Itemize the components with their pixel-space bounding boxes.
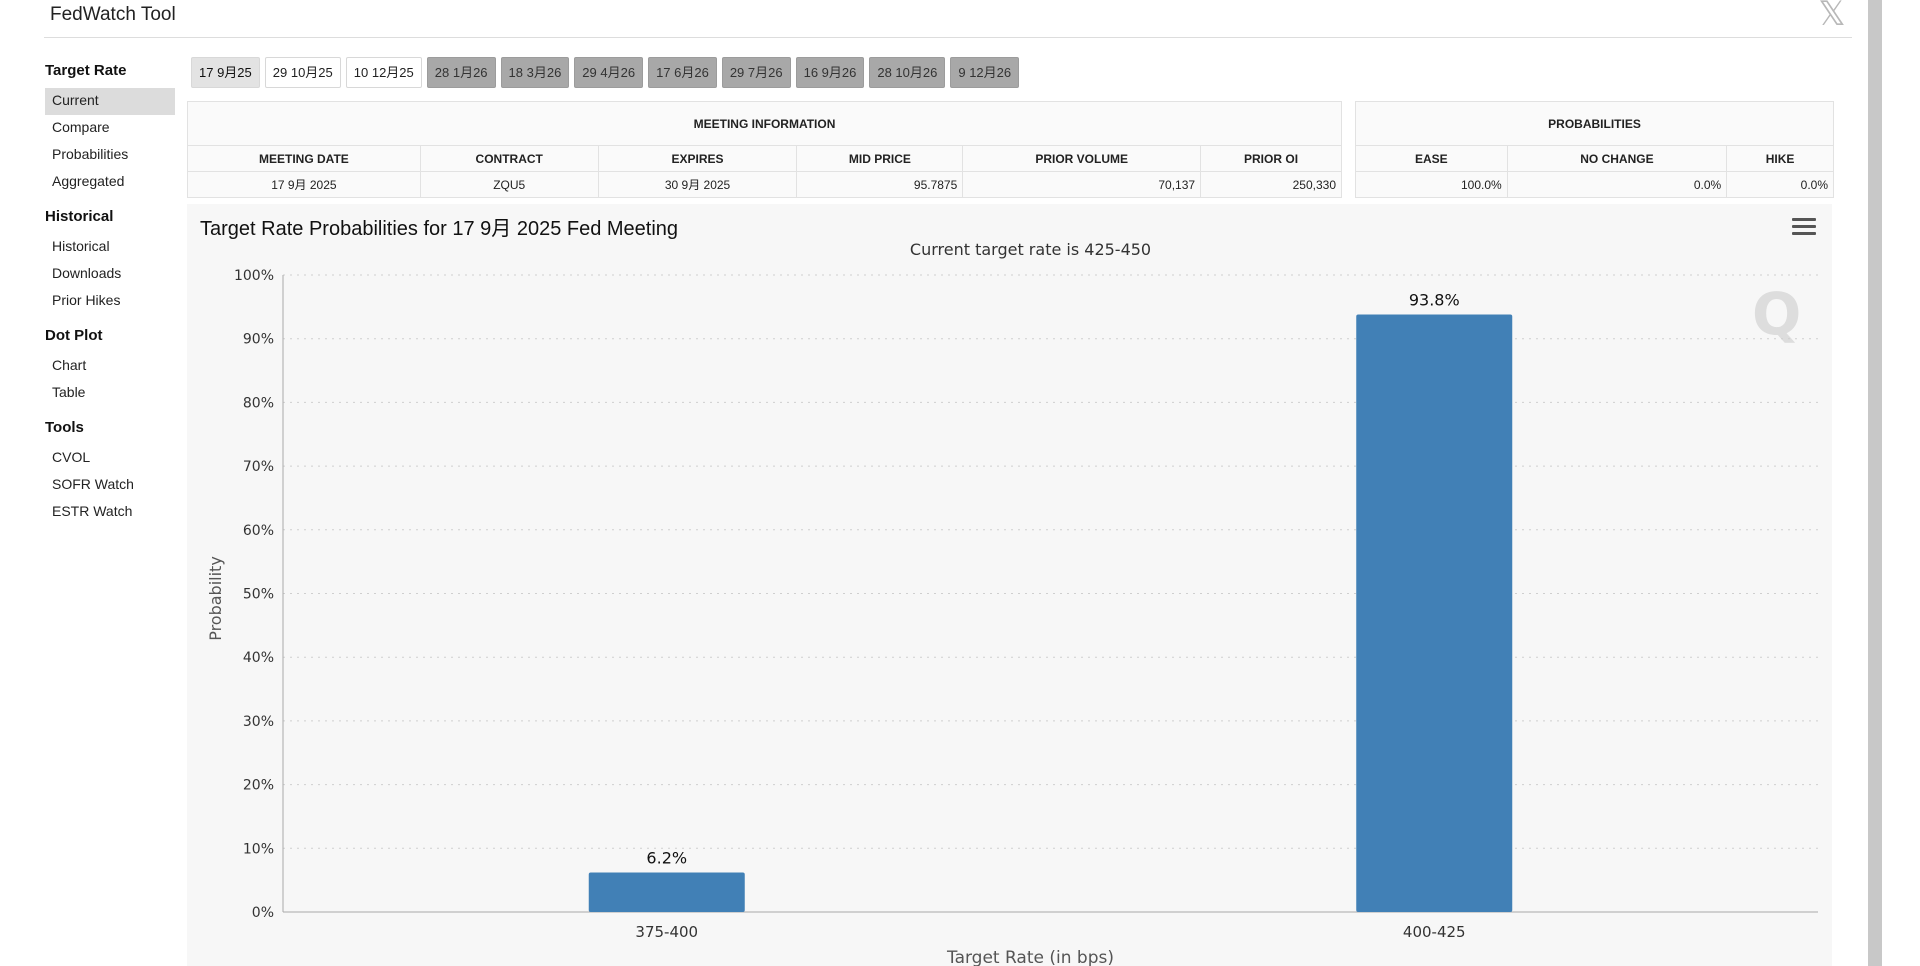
- data-label: 93.8%: [1409, 290, 1460, 309]
- y-tick-label: 60%: [243, 523, 274, 539]
- tab-meeting[interactable]: 29 10月25: [264, 57, 341, 88]
- table-cell: 0.0%: [1506, 171, 1728, 198]
- y-tick-label: 70%: [243, 459, 274, 475]
- tab-meeting[interactable]: 16 9月26: [795, 57, 865, 88]
- sidebar-section-title: Target Rate: [45, 62, 127, 79]
- tab-meeting[interactable]: 28 1月26: [426, 57, 496, 88]
- sidebar-section-title: Dot Plot: [45, 327, 103, 344]
- header-divider: [44, 37, 1852, 38]
- tab-meeting[interactable]: 9 12月26: [950, 57, 1020, 88]
- sidebar-item-cvol[interactable]: CVOL: [52, 449, 91, 465]
- sidebar-item-probabilities[interactable]: Probabilities: [52, 146, 129, 162]
- column-header: PRIOR OI: [1200, 145, 1342, 172]
- sidebar-item-prior-hikes[interactable]: Prior Hikes: [52, 292, 121, 308]
- sidebar-item-compare[interactable]: Compare: [52, 119, 110, 135]
- y-tick-label: 40%: [243, 650, 274, 666]
- sidebar-section: Target Rate Current Compare Probabilities Ag…: [45, 62, 175, 196]
- bar-400-425: [1356, 314, 1513, 912]
- sidebar-section-title: Tools: [45, 419, 84, 436]
- sidebar: Target Rate Current Compare Probabilities Ag…: [45, 62, 175, 538]
- sidebar-item-aggregated[interactable]: Aggregated: [52, 173, 125, 189]
- tab-meeting[interactable]: 28 10月26: [869, 57, 946, 88]
- bar-375-400: [588, 872, 745, 912]
- sidebar-item-sofr-watch[interactable]: SOFR Watch: [52, 476, 134, 492]
- x-tick-label: 375-400: [635, 923, 698, 941]
- table-cell: ZQU5: [419, 171, 599, 198]
- column-header: NO CHANGE: [1506, 145, 1728, 172]
- table-cell: 70,137: [962, 171, 1202, 198]
- bar-chart: Current target rate is 425-450 Q 0% 10% 20% 3…: [206, 240, 1818, 966]
- y-tick-label: 10%: [243, 841, 274, 857]
- x-axis-title: Target Rate (in bps): [946, 948, 1114, 966]
- y-tick-label: 30%: [243, 714, 274, 730]
- column-header: MEETING DATE: [187, 145, 421, 172]
- table-cell: 0.0%: [1726, 171, 1834, 198]
- table-cell: 100.0%: [1355, 171, 1508, 198]
- x-tick-label: 400-425: [1403, 923, 1466, 941]
- column-header: PRIOR VOLUME: [962, 145, 1202, 172]
- hamburger-menu-icon[interactable]: [1792, 218, 1816, 238]
- sidebar-section: Historical Historical Downloads Prior Hikes: [45, 208, 175, 315]
- column-header: CONTRACT: [419, 145, 599, 172]
- tab-meeting[interactable]: 10 12月25: [345, 57, 422, 88]
- chart-subtitle: Current target rate is 425-450: [910, 240, 1151, 259]
- scrollbar[interactable]: [1868, 0, 1882, 966]
- tab-meeting[interactable]: 29 4月26: [574, 57, 644, 88]
- y-tick-label: 20%: [243, 778, 274, 794]
- table-cell: 95.7875: [796, 171, 964, 198]
- column-header: EASE: [1355, 145, 1508, 172]
- meeting-tabs: 17 9月25 29 10月25 10 12月25 28 1月26 18 3月26 29 …: [191, 57, 1020, 88]
- column-header: MID PRICE: [796, 145, 964, 172]
- sidebar-item-table[interactable]: Table: [52, 384, 86, 400]
- watermark-q: Q: [1752, 280, 1801, 348]
- column-header: HIKE: [1726, 145, 1834, 172]
- y-tick-label: 80%: [243, 395, 274, 411]
- meeting-information-title: MEETING INFORMATION: [187, 101, 1342, 146]
- tab-meeting[interactable]: 17 6月26: [648, 57, 717, 88]
- window-edge: [1882, 0, 1920, 966]
- sidebar-item-historical[interactable]: Historical: [52, 238, 110, 254]
- app-title: FedWatch Tool: [50, 4, 176, 25]
- sidebar-section-title: Historical: [45, 208, 114, 225]
- y-tick-label: 50%: [243, 587, 274, 603]
- y-tick-label: 100%: [234, 268, 274, 284]
- sidebar-item-current[interactable]: Current: [45, 88, 175, 115]
- y-tick-label: 90%: [243, 332, 274, 348]
- y-tick-label: 0%: [252, 905, 274, 921]
- sidebar-item-estr-watch[interactable]: ESTR Watch: [52, 503, 133, 519]
- sidebar-item-chart[interactable]: Chart: [52, 357, 87, 373]
- tab-meeting[interactable]: 17 9月25: [191, 57, 260, 88]
- column-header: EXPIRES: [597, 145, 798, 172]
- sidebar-section: Tools CVOL SOFR Watch ESTR Watch: [45, 419, 175, 526]
- meeting-information-table: MEETING INFORMATION MEETING DATE CONTRACT…: [187, 101, 1342, 198]
- table-cell: 30 9月 2025: [597, 171, 798, 198]
- chart-panel: Target Rate Probabilities for 17 9月 2025…: [187, 204, 1832, 966]
- tab-meeting[interactable]: 18 3月26: [500, 57, 570, 88]
- chart-title: Target Rate Probabilities for 17 9月 2025…: [200, 218, 679, 240]
- sidebar-item-downloads[interactable]: Downloads: [52, 265, 122, 281]
- probabilities-table: PROBABILITIES EASE NO CHANGE HIKE 100.0% 0.…: [1355, 101, 1834, 198]
- sidebar-section: Dot Plot Chart Table: [45, 327, 175, 407]
- x-logo-icon[interactable]: 𝕏: [1818, 0, 1846, 34]
- probabilities-title: PROBABILITIES: [1355, 101, 1834, 146]
- y-axis-title: Probability: [206, 556, 225, 641]
- table-cell: 17 9月 2025: [187, 171, 421, 198]
- data-label: 6.2%: [646, 849, 687, 868]
- table-cell: 250,330: [1200, 171, 1342, 198]
- tab-meeting[interactable]: 29 7月26: [721, 57, 791, 88]
- header: FedWatch Tool 𝕏: [0, 0, 1862, 38]
